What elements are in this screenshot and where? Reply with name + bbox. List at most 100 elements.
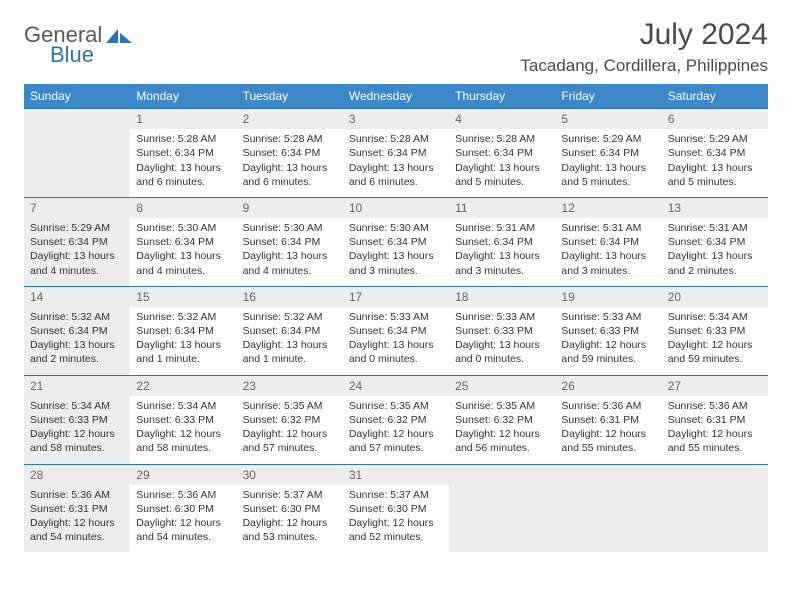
daylight1-text: Daylight: 13 hours — [349, 161, 443, 175]
sunrise-text: Sunrise: 5:35 AM — [349, 399, 443, 413]
calendar-cell: 13Sunrise: 5:31 AMSunset: 6:34 PMDayligh… — [662, 197, 768, 286]
day-number: 10 — [343, 198, 449, 218]
sunrise-text: Sunrise: 5:30 AM — [243, 221, 337, 235]
sunset-text: Sunset: 6:34 PM — [349, 235, 443, 249]
sunrise-text: Sunrise: 5:29 AM — [30, 221, 124, 235]
day-number: 17 — [343, 287, 449, 307]
day-header: Saturday — [662, 84, 768, 109]
sunset-text: Sunset: 6:30 PM — [349, 502, 443, 516]
day-number: 13 — [662, 198, 768, 218]
sunrise-text: Sunrise: 5:28 AM — [243, 132, 337, 146]
sunrise-text: Sunrise: 5:36 AM — [668, 399, 762, 413]
day-number: 16 — [237, 287, 343, 307]
day-number: 21 — [24, 376, 130, 396]
sunset-text: Sunset: 6:33 PM — [561, 324, 655, 338]
sunset-text: Sunset: 6:32 PM — [455, 413, 549, 427]
sunrise-text: Sunrise: 5:33 AM — [561, 310, 655, 324]
daylight1-text: Daylight: 13 hours — [561, 161, 655, 175]
calendar-cell — [24, 109, 130, 198]
sunset-text: Sunset: 6:34 PM — [668, 146, 762, 160]
sunrise-text: Sunrise: 5:31 AM — [668, 221, 762, 235]
day-header-row: Sunday Monday Tuesday Wednesday Thursday… — [24, 84, 768, 109]
sunset-text: Sunset: 6:34 PM — [668, 235, 762, 249]
sunset-text: Sunset: 6:34 PM — [30, 324, 124, 338]
calendar-cell: 19Sunrise: 5:33 AMSunset: 6:33 PMDayligh… — [555, 286, 661, 375]
calendar-cell: 30Sunrise: 5:37 AMSunset: 6:30 PMDayligh… — [237, 464, 343, 552]
calendar-cell: 25Sunrise: 5:35 AMSunset: 6:32 PMDayligh… — [449, 375, 555, 464]
daylight1-text: Daylight: 12 hours — [243, 516, 337, 530]
daylight2-text: and 2 minutes. — [668, 264, 762, 278]
sunset-text: Sunset: 6:34 PM — [136, 146, 230, 160]
day-header: Thursday — [449, 84, 555, 109]
sunrise-text: Sunrise: 5:33 AM — [349, 310, 443, 324]
calendar-cell: 3Sunrise: 5:28 AMSunset: 6:34 PMDaylight… — [343, 109, 449, 198]
calendar-cell: 31Sunrise: 5:37 AMSunset: 6:30 PMDayligh… — [343, 464, 449, 552]
daylight2-text: and 6 minutes. — [349, 175, 443, 189]
day-number: 3 — [343, 109, 449, 129]
calendar-cell: 29Sunrise: 5:36 AMSunset: 6:30 PMDayligh… — [130, 464, 236, 552]
sunrise-text: Sunrise: 5:36 AM — [30, 488, 124, 502]
daylight1-text: Daylight: 13 hours — [349, 338, 443, 352]
daylight2-text: and 55 minutes. — [561, 441, 655, 455]
sunrise-text: Sunrise: 5:35 AM — [455, 399, 549, 413]
sunrise-text: Sunrise: 5:31 AM — [455, 221, 549, 235]
daylight2-text: and 1 minute. — [136, 352, 230, 366]
sunset-text: Sunset: 6:33 PM — [668, 324, 762, 338]
day-number: 5 — [555, 109, 661, 129]
sunrise-text: Sunrise: 5:32 AM — [30, 310, 124, 324]
sunset-text: Sunset: 6:30 PM — [243, 502, 337, 516]
daylight1-text: Daylight: 12 hours — [30, 427, 124, 441]
day-number: 28 — [24, 465, 130, 485]
sunset-text: Sunset: 6:31 PM — [668, 413, 762, 427]
location-subtitle: Tacadang, Cordillera, Philippines — [520, 56, 768, 76]
daylight1-text: Daylight: 12 hours — [349, 516, 443, 530]
day-number: 9 — [237, 198, 343, 218]
brand-logo: General Blue — [24, 22, 132, 48]
sunset-text: Sunset: 6:32 PM — [243, 413, 337, 427]
sunset-text: Sunset: 6:34 PM — [136, 235, 230, 249]
daylight2-text: and 55 minutes. — [668, 441, 762, 455]
calendar-week: 28Sunrise: 5:36 AMSunset: 6:31 PMDayligh… — [24, 464, 768, 552]
calendar-week: 1Sunrise: 5:28 AMSunset: 6:34 PMDaylight… — [24, 109, 768, 198]
sunrise-text: Sunrise: 5:29 AM — [668, 132, 762, 146]
calendar-cell: 17 Sunrise: 5:33 AMSunset: 6:34 PMDayligh… — [343, 286, 449, 375]
day-number: 20 — [662, 287, 768, 307]
calendar-cell: 22Sunrise: 5:34 AMSunset: 6:33 PMDayligh… — [130, 375, 236, 464]
daylight2-text: and 54 minutes. — [30, 530, 124, 544]
sunset-text: Sunset: 6:34 PM — [349, 324, 443, 338]
sunset-text: Sunset: 6:34 PM — [561, 235, 655, 249]
daylight1-text: Daylight: 12 hours — [561, 338, 655, 352]
calendar-cell: 16Sunrise: 5:32 AMSunset: 6:34 PMDayligh… — [237, 286, 343, 375]
daylight1-text: Daylight: 13 hours — [668, 161, 762, 175]
daylight1-text: Daylight: 13 hours — [455, 338, 549, 352]
calendar-cell — [449, 464, 555, 552]
day-number: 2 — [237, 109, 343, 129]
day-header: Monday — [130, 84, 236, 109]
calendar-cell: 12Sunrise: 5:31 AMSunset: 6:34 PMDayligh… — [555, 197, 661, 286]
daylight2-text: and 6 minutes. — [243, 175, 337, 189]
daylight1-text: Daylight: 13 hours — [136, 249, 230, 263]
daylight2-text: and 54 minutes. — [136, 530, 230, 544]
daylight2-text: and 3 minutes. — [349, 264, 443, 278]
sunrise-text: Sunrise: 5:33 AM — [455, 310, 549, 324]
calendar-cell — [662, 464, 768, 552]
day-header: Tuesday — [237, 84, 343, 109]
calendar-cell: 6Sunrise: 5:29 AMSunset: 6:34 PMDaylight… — [662, 109, 768, 198]
sunrise-text: Sunrise: 5:29 AM — [561, 132, 655, 146]
sunset-text: Sunset: 6:34 PM — [30, 235, 124, 249]
daylight1-text: Daylight: 12 hours — [136, 427, 230, 441]
daylight2-text: and 4 minutes. — [136, 264, 230, 278]
daylight1-text: Daylight: 12 hours — [455, 427, 549, 441]
calendar-cell: 23Sunrise: 5:35 AMSunset: 6:32 PMDayligh… — [237, 375, 343, 464]
calendar-cell: 2Sunrise: 5:28 AMSunset: 6:34 PMDaylight… — [237, 109, 343, 198]
day-number: 31 — [343, 465, 449, 485]
day-number: 11 — [449, 198, 555, 218]
calendar-cell: 20Sunrise: 5:34 AMSunset: 6:33 PMDayligh… — [662, 286, 768, 375]
daylight2-text: and 4 minutes. — [30, 264, 124, 278]
day-number: 12 — [555, 198, 661, 218]
sunrise-text: Sunrise: 5:34 AM — [668, 310, 762, 324]
sail-icon — [106, 27, 132, 45]
daylight1-text: Daylight: 13 hours — [243, 161, 337, 175]
daylight2-text: and 57 minutes. — [243, 441, 337, 455]
calendar-table: Sunday Monday Tuesday Wednesday Thursday… — [24, 84, 768, 552]
